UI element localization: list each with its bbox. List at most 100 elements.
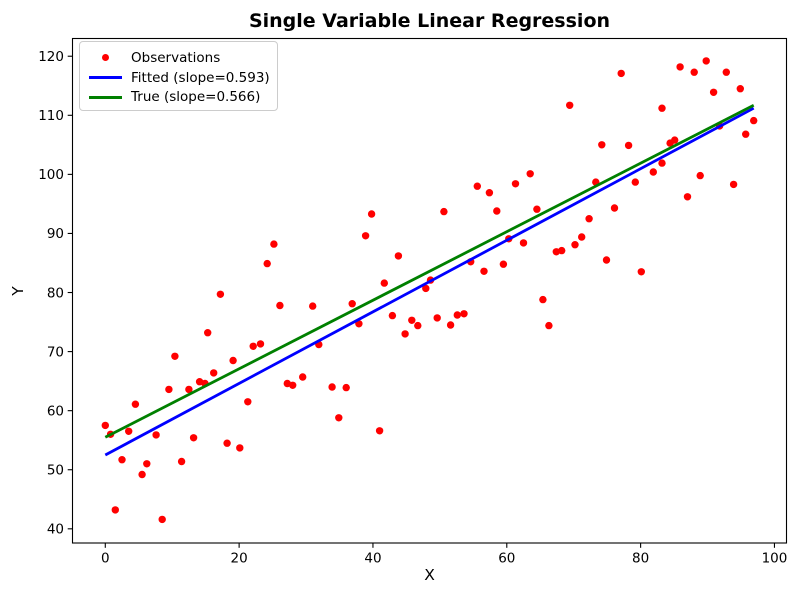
- observation-point: [519, 239, 528, 247]
- observation-point: [729, 180, 738, 189]
- observation-point: [736, 85, 744, 93]
- x-tick-label: 0: [101, 551, 110, 567]
- observation-point: [637, 268, 645, 276]
- observation-point: [702, 57, 710, 65]
- observation-point: [270, 240, 278, 248]
- observation-point: [585, 215, 593, 223]
- observation-point: [335, 414, 343, 422]
- x-tick-label: 40: [364, 551, 381, 567]
- observation-point: [440, 207, 448, 216]
- red-dot-icon: [102, 54, 109, 62]
- observation-point: [158, 515, 166, 524]
- x-tick-label: 100: [762, 551, 788, 567]
- observation-point: [676, 63, 684, 71]
- observation-point: [401, 330, 409, 338]
- fitted-line-icon: [89, 76, 122, 79]
- observations-points: [101, 57, 758, 524]
- observation-point: [256, 340, 265, 348]
- axes-frame: [71, 37, 788, 544]
- observation-point: [649, 168, 657, 176]
- fitted-line: [104, 106, 755, 457]
- observation-point: [433, 314, 441, 322]
- observation-point: [658, 159, 666, 167]
- observation-point: [690, 68, 698, 76]
- observation-point: [375, 427, 384, 435]
- observation-point: [118, 456, 126, 464]
- observation-point: [480, 267, 488, 275]
- observation-point: [367, 210, 376, 218]
- observation-point: [566, 101, 574, 110]
- observation-point: [750, 116, 758, 125]
- y-tick-label: 50: [47, 463, 64, 479]
- observation-point: [276, 301, 284, 310]
- observation-point: [111, 506, 120, 514]
- legend-entry-true: True (slope=0.566): [89, 87, 277, 107]
- observation-point: [453, 311, 461, 319]
- observation-point: [299, 373, 307, 381]
- observation-point: [388, 311, 397, 320]
- x-axis-ticks: 0 20 40 60 80 100: [101, 543, 787, 567]
- observation-point: [131, 400, 140, 408]
- observation-point: [249, 342, 257, 350]
- observation-point: [598, 141, 606, 149]
- observation-point: [571, 241, 579, 249]
- observation-point: [138, 470, 146, 479]
- observation-point: [189, 434, 198, 442]
- y-tick-label: 110: [38, 108, 64, 124]
- y-tick-label: 60: [47, 403, 64, 419]
- observation-point: [539, 295, 547, 304]
- observation-point: [742, 130, 750, 138]
- observation-point: [545, 321, 553, 330]
- observation-point: [446, 321, 455, 329]
- chart-title: Single Variable Linear Regression: [248, 10, 611, 32]
- observation-point: [617, 69, 625, 78]
- y-axis-ticks: 40 50 60 70 80 90 100 110 120: [38, 49, 73, 538]
- observation-point: [394, 252, 403, 260]
- observation-point: [244, 398, 252, 406]
- y-tick-label: 100: [38, 167, 64, 183]
- observation-point: [342, 383, 350, 392]
- observation-point: [683, 193, 692, 201]
- legend: Observations Fitted (slope=0.593) True (…: [79, 41, 278, 111]
- y-tick-label: 40: [47, 522, 64, 538]
- observation-point: [408, 316, 416, 324]
- y-axis-label: Y: [9, 286, 27, 296]
- legend-label-observations: Observations: [131, 49, 221, 66]
- observation-point: [460, 310, 468, 318]
- observation-point: [558, 246, 566, 255]
- legend-entry-observations: Observations: [89, 48, 277, 68]
- observation-point: [610, 204, 619, 212]
- observation-point: [380, 279, 388, 287]
- y-tick-label: 120: [38, 49, 64, 65]
- observation-point: [125, 427, 133, 435]
- observation-point: [171, 352, 179, 360]
- legend-label-fitted: Fitted (slope=0.593): [131, 69, 270, 86]
- observation-point: [229, 356, 237, 365]
- observation-point: [414, 321, 422, 330]
- observation-point: [328, 383, 336, 391]
- observation-point: [722, 68, 730, 76]
- legend-entry-fitted: Fitted (slope=0.593): [89, 68, 277, 88]
- observation-point: [289, 381, 297, 389]
- observation-point: [493, 207, 501, 215]
- observation-point: [526, 170, 534, 178]
- x-axis-label: X: [424, 566, 435, 584]
- green-line-icon: [89, 95, 122, 99]
- true-line: [104, 104, 755, 439]
- observation-point: [499, 260, 508, 268]
- y-tick-label: 80: [47, 285, 64, 301]
- x-tick-label: 60: [498, 551, 515, 567]
- observation-point: [473, 182, 481, 190]
- x-tick-label: 80: [632, 551, 649, 567]
- observation-point: [210, 369, 218, 377]
- observation-point: [165, 385, 173, 394]
- observation-point: [631, 178, 639, 186]
- observation-point: [263, 259, 271, 268]
- observation-point: [485, 189, 494, 197]
- observation-point: [177, 457, 186, 466]
- x-tick-label: 20: [231, 551, 248, 567]
- observation-point: [671, 136, 679, 144]
- observation-point: [216, 290, 225, 298]
- true-line-icon: [89, 95, 122, 99]
